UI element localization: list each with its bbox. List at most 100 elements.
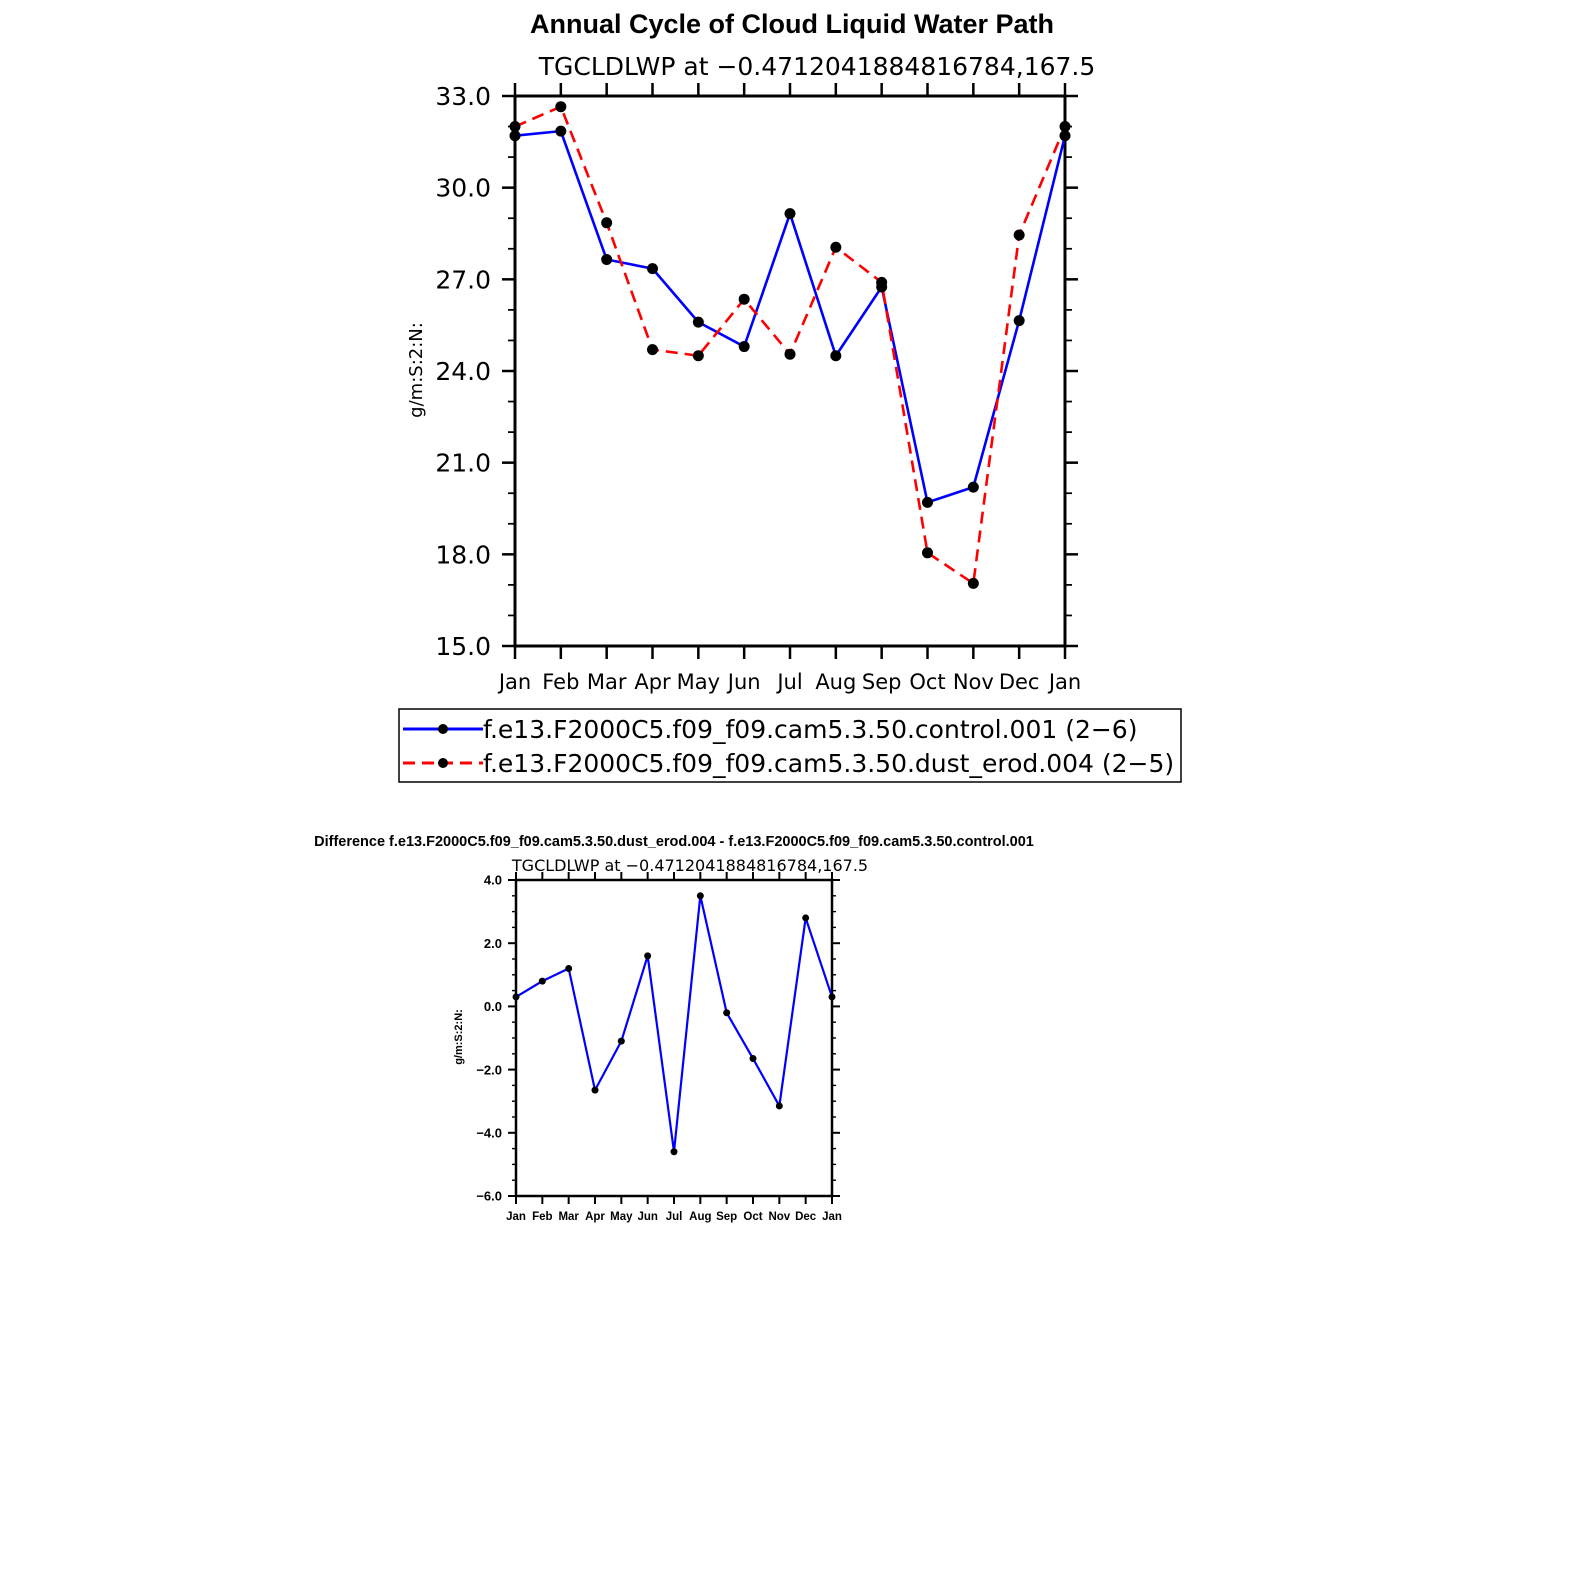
main-series-0-point xyxy=(830,350,842,362)
diff-series-0-point xyxy=(749,1055,757,1063)
main-series-1-point xyxy=(922,547,933,559)
main-series-0-point xyxy=(647,263,658,275)
diff-ytick-label: −2.0 xyxy=(476,1062,502,1077)
main-y-tick-labels: 15.0 18.0 21.0 24.0 27.0 30.0 33.0 xyxy=(435,82,491,661)
diff-series-0-point xyxy=(802,914,810,922)
main-series-1-point xyxy=(1059,121,1071,133)
main-series-0-point xyxy=(738,341,750,353)
main-xtick-label: Nov xyxy=(953,670,994,694)
diff-x-tick-labels: Jan Feb Mar Apr May Jun Jul Aug Sep Oct Nov Dec Jan xyxy=(506,1211,842,1223)
main-series-0-point xyxy=(922,496,933,508)
diff-series-0-point xyxy=(512,993,520,1001)
main-xtick-label: Feb xyxy=(542,670,579,694)
main-series-0-point xyxy=(967,481,979,493)
diff-series-0-point xyxy=(775,1102,783,1110)
diff-xtick-label: Mar xyxy=(558,1211,579,1223)
main-ytick-label: 21.0 xyxy=(435,449,491,478)
legend-box xyxy=(398,708,1182,783)
main-series-1-point xyxy=(1013,229,1025,241)
main-series-1-point xyxy=(601,217,613,229)
diff-ytick-label: 2.0 xyxy=(484,936,502,951)
main-ytick-label: 24.0 xyxy=(435,357,491,386)
main-series-0-point xyxy=(692,316,704,328)
diff-series-0-point xyxy=(723,1009,731,1017)
main-series-1-point xyxy=(738,293,750,305)
main-series-1-point xyxy=(555,101,567,113)
diff-chart-title: Difference f.e13.F2000C5.f09_f09.cam5.3.… xyxy=(314,834,1034,850)
legend-marker-control xyxy=(438,724,448,734)
diff-series-group xyxy=(512,892,836,1156)
diff-series-line-0 xyxy=(515,894,834,1153)
main-ytick-label: 33.0 xyxy=(435,82,491,111)
diff-xtick-label: Jul xyxy=(666,1211,683,1223)
diff-xtick-label: Jan xyxy=(822,1211,842,1223)
diff-xtick-label: Sep xyxy=(716,1211,737,1223)
diff-series-0-point xyxy=(538,977,546,985)
diff-y-tick-labels: −6.0 −4.0 −2.0 0.0 2.0 4.0 xyxy=(476,873,502,1204)
diff-series-0-point xyxy=(670,1148,678,1156)
main-series-0-point xyxy=(601,253,613,265)
main-xtick-label: Jan xyxy=(497,670,531,694)
main-ytick-label: 30.0 xyxy=(435,174,491,203)
main-axis-ticks xyxy=(502,83,1078,659)
main-xtick-label: Oct xyxy=(909,670,945,694)
main-series-1-point xyxy=(647,344,658,356)
diff-ytick-label: 4.0 xyxy=(484,873,502,888)
main-series-0-point xyxy=(555,125,567,137)
main-series-1-point xyxy=(967,577,979,589)
main-chart-title: Annual Cycle of Cloud Liquid Water Path xyxy=(530,9,1054,39)
main-xtick-label: Jun xyxy=(726,670,761,694)
main-chart: Annual Cycle of Cloud Liquid Water Path … xyxy=(398,9,1182,783)
main-series-line-1 xyxy=(514,105,1067,585)
diff-series-0-point xyxy=(617,1037,625,1045)
diff-series-0-point xyxy=(565,964,573,972)
legend-label-dust: f.e13.F2000C5.f09_f09.cam5.3.50.dust_ero… xyxy=(483,749,1174,778)
main-series-1-point xyxy=(876,276,888,288)
diff-ytick-label: −6.0 xyxy=(476,1189,502,1204)
main-plot-frame xyxy=(513,94,1067,648)
main-xtick-label: Apr xyxy=(634,670,671,694)
diff-xtick-label: Jan xyxy=(506,1211,526,1223)
main-xtick-label: Sep xyxy=(862,670,902,694)
diff-chart-subtitle: TGCLDLWP at −0.4712041884816784,167.5 xyxy=(511,856,868,875)
main-chart-subtitle: TGCLDLWP at −0.4712041884816784,167.5 xyxy=(538,52,1096,81)
main-xtick-label: May xyxy=(677,670,720,694)
diff-ytick-label: 0.0 xyxy=(484,999,502,1014)
legend-marker-dust xyxy=(438,758,448,768)
legend-label-control: f.e13.F2000C5.f09_f09.cam5.3.50.control.… xyxy=(483,715,1137,744)
main-xtick-label: Jan xyxy=(1047,670,1081,694)
main-series-0-point xyxy=(509,130,521,142)
main-xtick-label: Mar xyxy=(587,670,627,694)
main-series-line-0 xyxy=(514,129,1067,504)
main-series-1-point xyxy=(830,241,842,253)
diff-xtick-label: Oct xyxy=(743,1211,762,1223)
main-series-0-point xyxy=(1059,130,1071,142)
main-xtick-label: Dec xyxy=(999,670,1040,694)
diff-axis-ticks xyxy=(508,872,840,1204)
main-x-tick-labels: Jan Feb Mar Apr May Jun Jul Aug Sep Oct Nov Dec Jan xyxy=(497,670,1081,694)
main-chart-ylabel: g/m:S:2:N: xyxy=(406,322,427,418)
diff-chart-ylabel: g/m:S:2:N: xyxy=(453,1009,465,1065)
diff-xtick-label: Dec xyxy=(795,1211,817,1223)
diff-xtick-label: Aug xyxy=(689,1211,711,1223)
main-ytick-label: 18.0 xyxy=(435,540,491,569)
difference-chart: Difference f.e13.F2000C5.f09_f09.cam5.3.… xyxy=(314,834,1034,1223)
diff-series-0-point xyxy=(644,952,652,960)
main-series-0-point xyxy=(1013,315,1025,327)
diff-series-0-point xyxy=(696,892,704,900)
diff-xtick-label: Jun xyxy=(637,1211,657,1223)
main-series-1-point xyxy=(509,121,521,133)
legend: f.e13.F2000C5.f09_f09.cam5.3.50.control.… xyxy=(398,708,1182,783)
main-ytick-label: 15.0 xyxy=(435,632,491,661)
diff-xtick-label: Apr xyxy=(585,1211,605,1223)
main-xtick-label: Jul xyxy=(775,670,802,694)
main-series-1-point xyxy=(692,350,704,362)
diff-ytick-label: −4.0 xyxy=(476,1125,502,1140)
main-xtick-label: Aug xyxy=(815,670,856,694)
diff-xtick-label: May xyxy=(610,1211,633,1223)
main-series-1-point xyxy=(784,348,796,360)
diff-series-0-point xyxy=(828,993,836,1001)
main-series-group xyxy=(509,101,1071,589)
diff-xtick-label: Feb xyxy=(532,1211,552,1223)
